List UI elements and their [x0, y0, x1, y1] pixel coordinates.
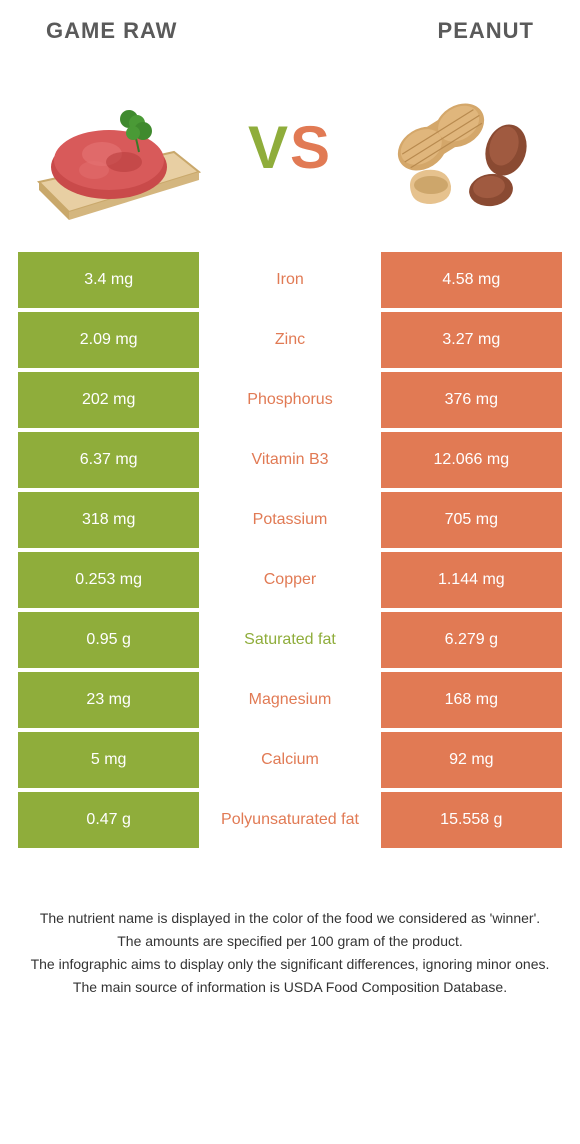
- footnote-line: The infographic aims to display only the…: [26, 954, 554, 975]
- nutrient-name: Zinc: [199, 312, 380, 368]
- vs-label: VS: [248, 113, 332, 182]
- nutrient-name: Iron: [199, 252, 380, 308]
- right-food-image: [376, 72, 556, 222]
- vs-v: V: [248, 114, 290, 181]
- nutrient-name: Calcium: [199, 732, 380, 788]
- table-row: 3.4 mgIron4.58 mg: [18, 252, 562, 308]
- left-value: 318 mg: [18, 492, 199, 548]
- header: Game raw Peanut: [18, 18, 562, 44]
- table-row: 0.47 gPolyunsaturated fat15.558 g: [18, 792, 562, 848]
- left-value: 23 mg: [18, 672, 199, 728]
- left-value: 5 mg: [18, 732, 199, 788]
- nutrient-name: Polyunsaturated fat: [199, 792, 380, 848]
- right-value: 1.144 mg: [381, 552, 562, 608]
- right-value: 6.279 g: [381, 612, 562, 668]
- right-value: 15.558 g: [381, 792, 562, 848]
- left-value: 2.09 mg: [18, 312, 199, 368]
- right-value: 705 mg: [381, 492, 562, 548]
- footnote-line: The amounts are specified per 100 gram o…: [26, 931, 554, 952]
- left-food-image: [24, 72, 204, 222]
- right-value: 376 mg: [381, 372, 562, 428]
- left-value: 202 mg: [18, 372, 199, 428]
- table-row: 5 mgCalcium92 mg: [18, 732, 562, 788]
- right-value: 12.066 mg: [381, 432, 562, 488]
- footnotes: The nutrient name is displayed in the co…: [18, 908, 562, 1000]
- left-value: 0.47 g: [18, 792, 199, 848]
- nutrient-name: Copper: [199, 552, 380, 608]
- table-row: 0.253 mgCopper1.144 mg: [18, 552, 562, 608]
- left-value: 6.37 mg: [18, 432, 199, 488]
- nutrient-name: Phosphorus: [199, 372, 380, 428]
- right-title: Peanut: [438, 18, 534, 44]
- table-row: 6.37 mgVitamin B312.066 mg: [18, 432, 562, 488]
- left-value: 0.95 g: [18, 612, 199, 668]
- footnote-line: The nutrient name is displayed in the co…: [26, 908, 554, 929]
- right-value: 3.27 mg: [381, 312, 562, 368]
- table-row: 318 mgPotassium705 mg: [18, 492, 562, 548]
- nutrient-name: Potassium: [199, 492, 380, 548]
- hero-row: VS: [18, 72, 562, 222]
- left-title: Game raw: [46, 18, 177, 44]
- table-row: 0.95 gSaturated fat6.279 g: [18, 612, 562, 668]
- table-row: 202 mgPhosphorus376 mg: [18, 372, 562, 428]
- right-value: 168 mg: [381, 672, 562, 728]
- footnote-line: The main source of information is USDA F…: [26, 977, 554, 998]
- right-value: 92 mg: [381, 732, 562, 788]
- nutrient-name: Vitamin B3: [199, 432, 380, 488]
- nutrient-table: 3.4 mgIron4.58 mg2.09 mgZinc3.27 mg202 m…: [18, 252, 562, 852]
- table-row: 23 mgMagnesium168 mg: [18, 672, 562, 728]
- table-row: 2.09 mgZinc3.27 mg: [18, 312, 562, 368]
- vs-s: S: [290, 114, 332, 181]
- left-value: 3.4 mg: [18, 252, 199, 308]
- left-value: 0.253 mg: [18, 552, 199, 608]
- nutrient-name: Magnesium: [199, 672, 380, 728]
- right-value: 4.58 mg: [381, 252, 562, 308]
- nutrient-name: Saturated fat: [199, 612, 380, 668]
